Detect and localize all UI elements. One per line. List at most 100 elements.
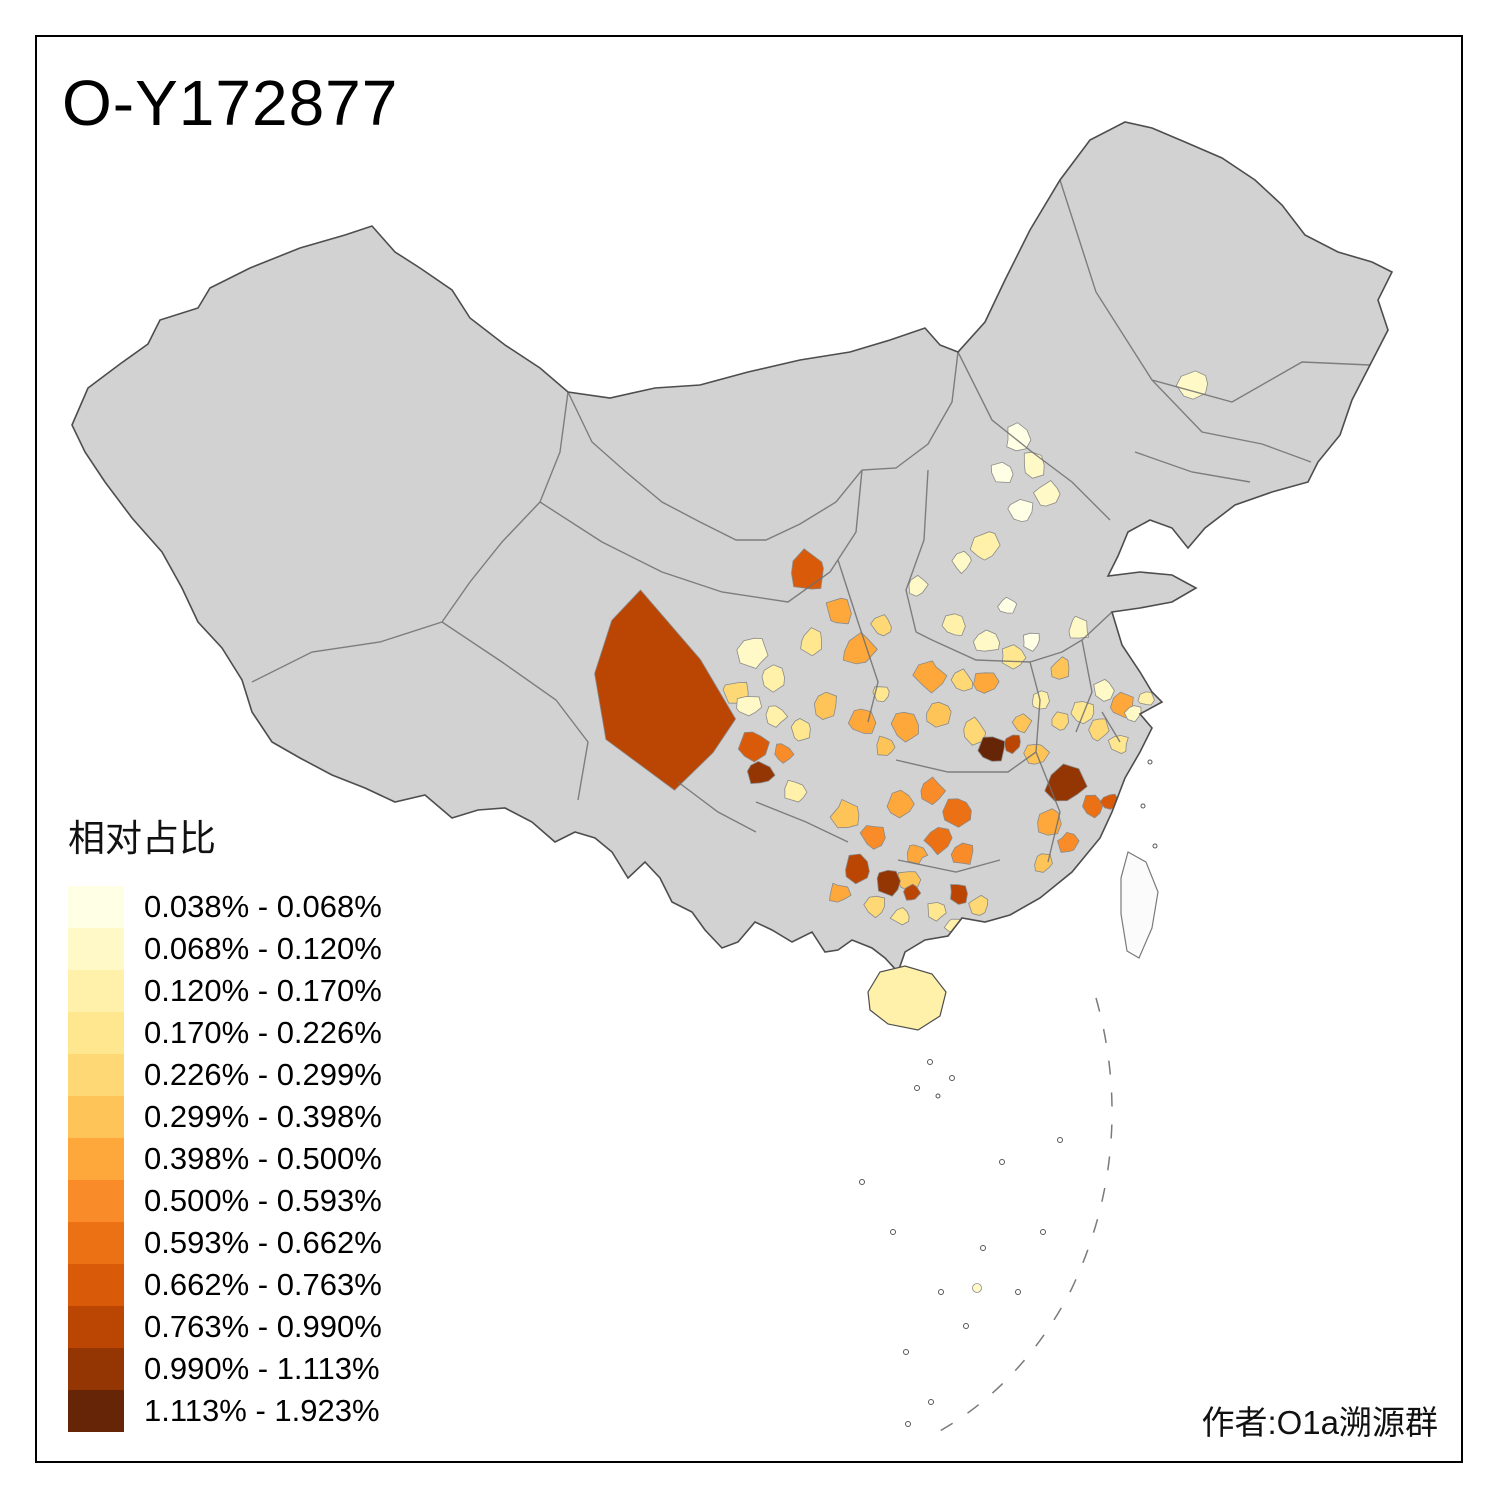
map-region [790, 718, 811, 742]
map-region [1051, 711, 1069, 731]
map-region [1034, 853, 1053, 873]
hainan-island [867, 965, 947, 1031]
map-region [1088, 718, 1110, 742]
map-region [1031, 690, 1050, 710]
legend-row: 0.120% - 0.170% [68, 970, 382, 1012]
china-mainland [72, 122, 1392, 972]
map-region [825, 597, 852, 625]
legend-row: 0.662% - 0.763% [68, 1264, 382, 1306]
map-region [1137, 691, 1155, 706]
legend-swatch [68, 1264, 124, 1306]
map-region [872, 686, 890, 703]
map-region [1011, 713, 1033, 734]
map-region [890, 711, 919, 743]
legend-swatch [68, 1348, 124, 1390]
map-region [859, 825, 886, 850]
map-region [784, 779, 808, 803]
map-region [968, 894, 989, 916]
map-region [1175, 370, 1209, 400]
map-region [950, 884, 968, 905]
map-region [737, 731, 770, 763]
legend-label: 0.068% - 0.120% [144, 931, 382, 966]
map-region [1007, 498, 1034, 522]
map-region [746, 760, 776, 785]
legend-swatch [68, 1222, 124, 1264]
map-region [908, 574, 929, 597]
map-region [870, 614, 892, 637]
map-region [920, 776, 947, 806]
map-region [1057, 831, 1080, 853]
map-region [951, 550, 972, 575]
legend-swatch [68, 886, 124, 928]
map-region [1093, 678, 1115, 702]
map-region [1023, 632, 1040, 652]
map-region [813, 691, 838, 720]
legend-row: 0.226% - 0.299% [68, 1054, 382, 1096]
legend-label: 0.299% - 0.398% [144, 1099, 382, 1134]
legend-label: 0.593% - 0.662% [144, 1225, 382, 1260]
map-region [876, 869, 901, 897]
map-region [963, 716, 987, 746]
map-region [941, 613, 966, 637]
map-region [800, 627, 823, 657]
map-region [990, 461, 1014, 483]
legend-label: 0.226% - 0.299% [144, 1057, 382, 1092]
page-title: O-Y172877 [62, 67, 399, 139]
map-region [791, 548, 824, 590]
map-region [903, 883, 922, 901]
legend-label: 1.113% - 1.923% [144, 1393, 380, 1428]
map-region [876, 735, 896, 756]
map-region [1044, 763, 1088, 802]
map-region [969, 531, 1001, 561]
legend-swatch [68, 928, 124, 970]
small-islands [859, 759, 1158, 1427]
national-border [71, 121, 1394, 974]
map-region [1032, 479, 1061, 507]
colored-islet [972, 1283, 982, 1293]
legend-row: 0.763% - 0.990% [68, 1306, 382, 1348]
legend-rows: 0.038% - 0.068% 0.068% - 0.120% 0.120% - 0… [68, 886, 382, 1432]
map-region [972, 629, 1001, 652]
map-region [736, 637, 769, 669]
map-region [1003, 734, 1021, 755]
legend-swatch [68, 1306, 124, 1348]
map-region [829, 798, 860, 829]
map-region [997, 596, 1018, 614]
figure-border [35, 35, 1463, 1463]
legend-swatch [68, 970, 124, 1012]
legend-label: 0.662% - 0.763% [144, 1267, 382, 1302]
map-region [926, 701, 952, 728]
map-region [594, 589, 737, 791]
map-region [845, 853, 870, 885]
map-region [1082, 794, 1105, 819]
map-region [973, 672, 1000, 694]
legend-title: 相对占比 [68, 818, 216, 859]
map-region [761, 664, 786, 693]
legend-row: 0.398% - 0.500% [68, 1138, 382, 1180]
map-region [912, 660, 948, 694]
map-region [1050, 656, 1070, 680]
legend-swatch [68, 1054, 124, 1096]
map-region [977, 736, 1006, 762]
map-region [927, 901, 947, 922]
map-region [889, 907, 910, 926]
legend-row: 0.593% - 0.662% [68, 1222, 382, 1264]
taiwan-island [1120, 851, 1159, 959]
map-region [1107, 735, 1129, 754]
map-region [829, 882, 852, 903]
map-region [1001, 644, 1027, 670]
legend-label: 0.170% - 0.226% [144, 1015, 382, 1050]
legend-swatch [68, 1012, 124, 1054]
province-boundaries [251, 179, 1371, 873]
map-region [1006, 422, 1032, 452]
map-region [886, 789, 915, 819]
legend-label: 0.038% - 0.068% [144, 889, 382, 924]
map-region [950, 668, 974, 692]
legend: 相对占比 0.038% - 0.068% 0.068% - 0.120% 0.120… [68, 808, 382, 1432]
map-region [736, 696, 763, 717]
legend-label: 0.398% - 0.500% [144, 1141, 382, 1176]
legend-swatch [68, 1390, 124, 1432]
map-region [1023, 451, 1045, 479]
